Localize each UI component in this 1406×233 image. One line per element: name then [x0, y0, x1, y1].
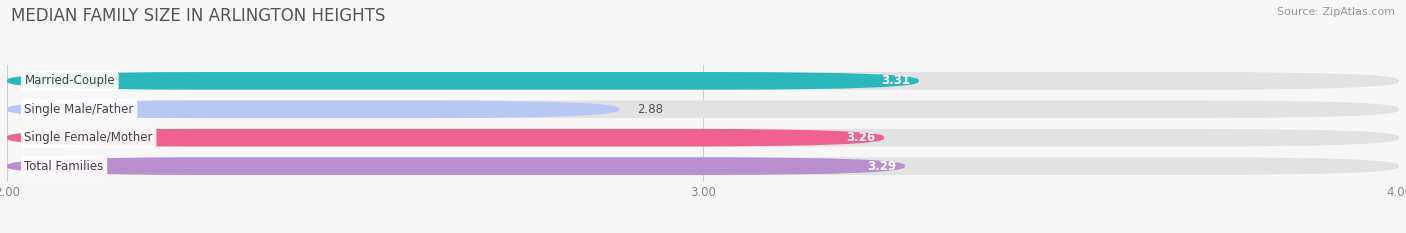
Text: 3.29: 3.29: [868, 160, 897, 173]
FancyBboxPatch shape: [7, 72, 1399, 90]
Text: 3.31: 3.31: [882, 74, 911, 87]
FancyBboxPatch shape: [7, 72, 918, 90]
Text: Single Female/Mother: Single Female/Mother: [24, 131, 153, 144]
Text: Married-Couple: Married-Couple: [24, 74, 115, 87]
FancyBboxPatch shape: [7, 100, 620, 118]
FancyBboxPatch shape: [7, 129, 884, 147]
Text: Total Families: Total Families: [24, 160, 104, 173]
FancyBboxPatch shape: [7, 157, 1399, 175]
Text: 2.88: 2.88: [637, 103, 662, 116]
FancyBboxPatch shape: [7, 157, 905, 175]
Text: 3.26: 3.26: [846, 131, 876, 144]
Text: MEDIAN FAMILY SIZE IN ARLINGTON HEIGHTS: MEDIAN FAMILY SIZE IN ARLINGTON HEIGHTS: [11, 7, 385, 25]
Text: Source: ZipAtlas.com: Source: ZipAtlas.com: [1277, 7, 1395, 17]
Text: Single Male/Father: Single Male/Father: [24, 103, 134, 116]
FancyBboxPatch shape: [7, 100, 1399, 118]
FancyBboxPatch shape: [7, 129, 1399, 147]
